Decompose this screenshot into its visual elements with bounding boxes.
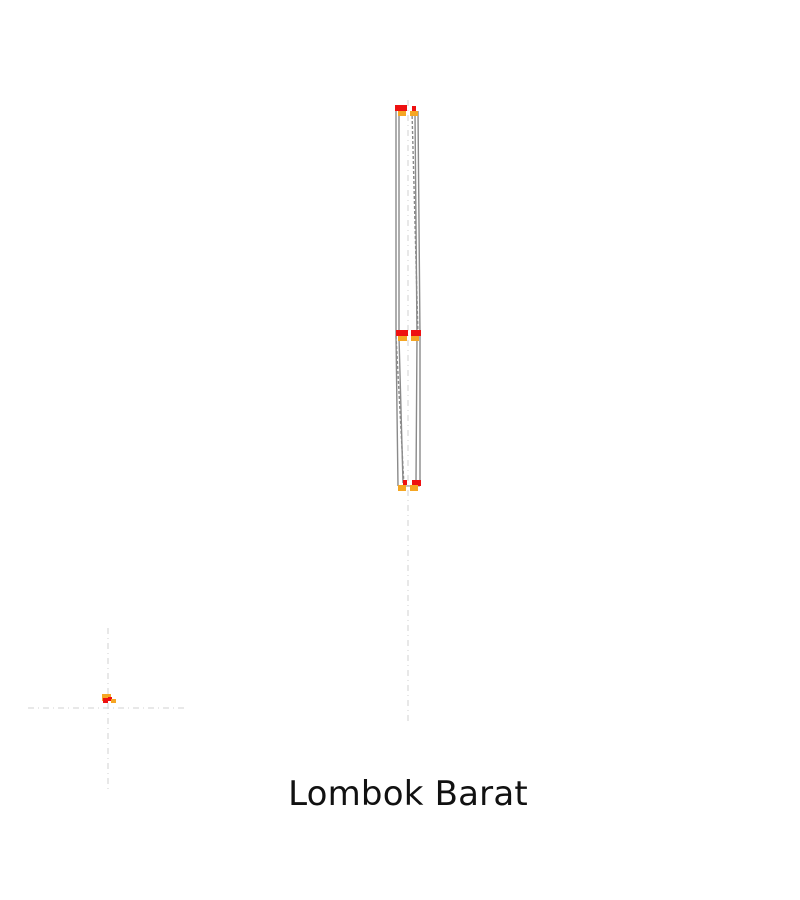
marker-inset-red-2 [108, 697, 112, 701]
guide-lines [28, 100, 409, 790]
markers-bottom [398, 480, 421, 491]
route-outer-right [417, 110, 421, 486]
map-title: Lombok Barat [288, 774, 528, 814]
markers-middle [396, 330, 421, 341]
marker-mid-orange-2 [411, 336, 419, 341]
marker-bottom-orange-1 [398, 485, 406, 491]
marker-mid-red-2 [411, 330, 421, 336]
marker-inset-orange-2 [111, 699, 116, 703]
marker-bottom-orange-2 [410, 485, 418, 491]
marker-top-red-2 [412, 106, 416, 112]
marker-top-orange-1 [398, 111, 406, 116]
marker-bottom-red-1 [403, 480, 407, 485]
marker-mid-red-1 [396, 330, 408, 336]
marker-mid-orange-1 [398, 336, 407, 341]
markers-top [395, 105, 418, 116]
markers-inset [102, 694, 116, 703]
route-outer-left [395, 111, 399, 487]
marker-top-orange-2 [410, 111, 418, 116]
route-cross-a [395, 335, 405, 487]
marker-bottom-red-2 [412, 480, 421, 486]
marker-inset-red-1 [103, 698, 108, 703]
marker-inset-orange [102, 694, 111, 701]
route-cross-b [411, 110, 419, 337]
marker-top-red-1 [395, 105, 407, 111]
